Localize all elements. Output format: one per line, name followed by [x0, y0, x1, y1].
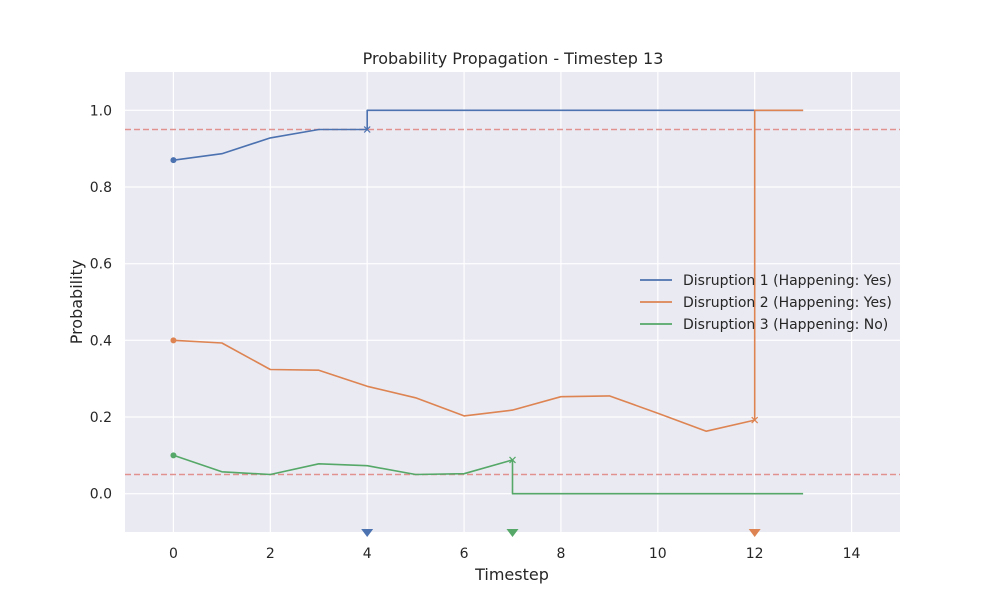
series-line-3: [173, 454, 804, 495]
y-tick-label-5: 1.0: [90, 103, 112, 119]
legend-label-1: Disruption 1 (Happening: Yes): [683, 273, 892, 289]
event-marker-1: [361, 529, 374, 537]
x-tick-label-5: 10: [649, 546, 667, 562]
x-tick-label-3: 6: [460, 546, 469, 562]
x-tick-label-2: 4: [363, 546, 372, 562]
series-cross-point-1: [363, 126, 371, 133]
series-group: [170, 109, 804, 495]
series-start-point-2: [170, 337, 177, 344]
y-tick-label-4: 0.8: [90, 180, 112, 196]
chart-title: Probability Propagation - Timestep 13: [363, 49, 664, 68]
x-tick-label-4: 8: [556, 546, 565, 562]
y-tick-label-0: 0.0: [90, 487, 112, 503]
x-axis-label: Timestep: [474, 565, 549, 584]
series-line-1: [173, 109, 804, 161]
event-markers: [361, 529, 761, 537]
plot-area: [125, 72, 900, 532]
event-marker-2: [748, 529, 761, 537]
series-line-2: [173, 109, 804, 432]
series-start-point-3: [170, 452, 177, 459]
legend-label-2: Disruption 2 (Happening: Yes): [683, 295, 892, 311]
x-tick-label-7: 14: [843, 546, 861, 562]
y-tick-label-3: 0.6: [90, 257, 112, 273]
event-marker-3: [506, 529, 519, 537]
x-tick-label-6: 12: [746, 546, 764, 562]
x-tick-label-1: 2: [266, 546, 275, 562]
series-cross-point-3: [509, 456, 516, 464]
x-tick-label-0: 0: [169, 546, 178, 562]
x-tick-labels: 0 2 4 6 8 10 12 14: [169, 546, 861, 562]
legend: Disruption 1 (Happening: Yes) Disruption …: [640, 273, 892, 333]
y-tick-label-2: 0.4: [90, 333, 112, 349]
series-start-point-1: [170, 157, 177, 164]
legend-label-3: Disruption 3 (Happening: No): [683, 317, 888, 333]
series-cross-point-2: [751, 416, 759, 424]
y-tick-labels: 0.0 0.2 0.4 0.6 0.8 1.0: [90, 103, 112, 502]
y-axis-label: Probability: [67, 260, 86, 345]
y-tick-label-1: 0.2: [90, 410, 112, 426]
